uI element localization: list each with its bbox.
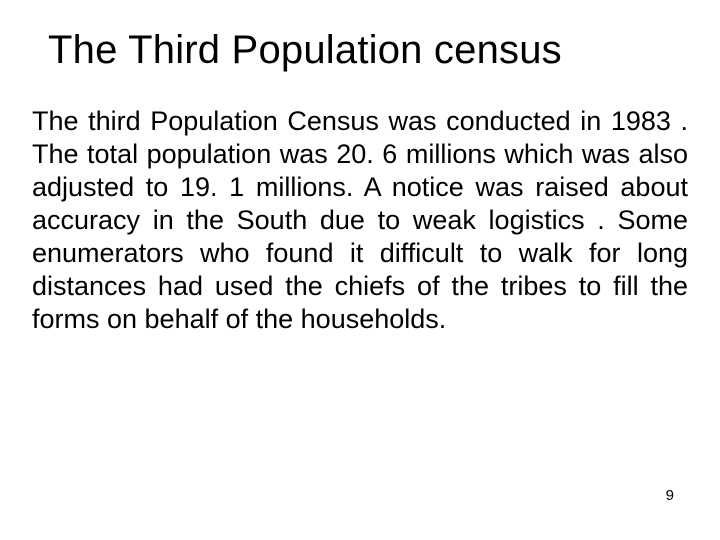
slide: The Third Population census The third Po…	[0, 0, 720, 540]
slide-title: The Third Population census	[48, 28, 690, 73]
slide-body-text: The third Population Census was conducte…	[30, 105, 690, 336]
page-number: 9	[666, 487, 674, 504]
